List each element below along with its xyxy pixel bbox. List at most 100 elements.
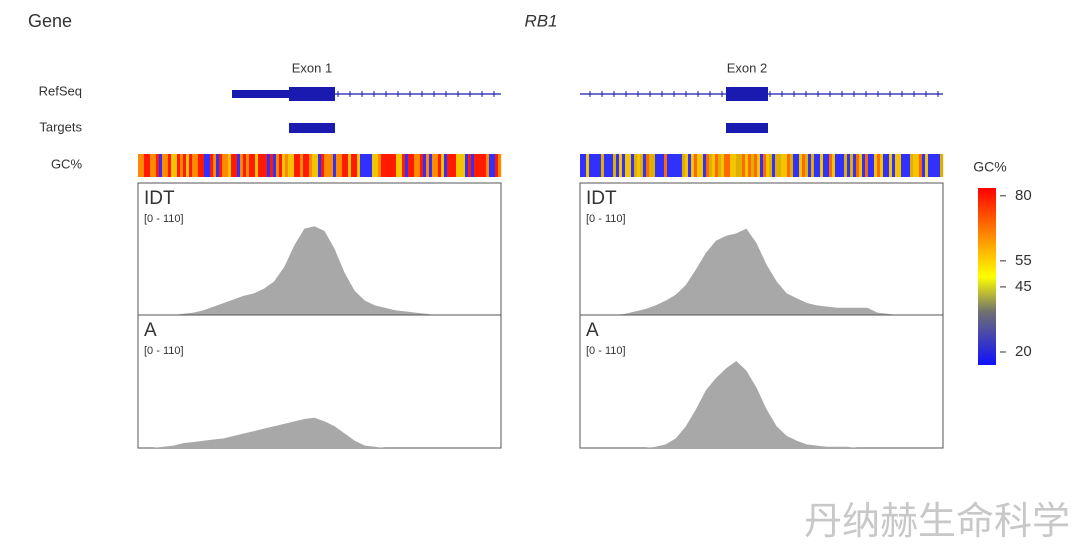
gc-stripe [862, 154, 866, 177]
gc-stripe [712, 154, 716, 177]
gc-stripe [336, 154, 340, 177]
gene-label: Gene [28, 11, 72, 31]
gc-stripe [438, 154, 442, 177]
gc-stripe [622, 154, 626, 177]
gc-stripe [922, 154, 926, 177]
gc-stripe [586, 154, 590, 177]
gc-stripe [171, 154, 175, 177]
row-label: RefSeq [39, 83, 82, 98]
gc-stripe [796, 154, 800, 177]
track-name: IDT [586, 188, 617, 209]
gc-stripe [676, 154, 680, 177]
gc-stripe [781, 154, 785, 177]
gc-stripe [751, 154, 755, 177]
gc-stripe [333, 154, 337, 177]
gc-stripe [408, 154, 412, 177]
gc-stripe [321, 154, 325, 177]
gc-stripe [619, 154, 623, 177]
gc-stripe [189, 154, 193, 177]
gc-stripe [754, 154, 758, 177]
gc-stripe [168, 154, 172, 177]
gc-stripe [634, 154, 638, 177]
gc-stripe [204, 154, 208, 177]
gc-stripe [682, 154, 686, 177]
gc-stripe [465, 154, 469, 177]
gc-stripe [607, 154, 611, 177]
gc-stripe [865, 154, 869, 177]
gc-stripe [315, 154, 319, 177]
gc-stripe [694, 154, 698, 177]
gc-stripe [595, 154, 599, 177]
gc-stripe [592, 154, 596, 177]
gc-stripe [613, 154, 617, 177]
gc-stripe [462, 154, 466, 177]
gc-stripe [195, 154, 199, 177]
track-name: A [586, 320, 599, 341]
gc-stripe [471, 154, 475, 177]
gc-stripe [589, 154, 593, 177]
gc-stripe [655, 154, 659, 177]
gc-stripe [375, 154, 379, 177]
gc-stripe [907, 154, 911, 177]
gc-stripe [733, 154, 737, 177]
gc-stripe [790, 154, 794, 177]
gc-stripe [820, 154, 824, 177]
gc-stripe [736, 154, 740, 177]
gc-stripe [414, 154, 418, 177]
gc-stripe [498, 154, 502, 177]
gc-stripe [760, 154, 764, 177]
gc-stripe [219, 154, 223, 177]
gc-stripe [474, 154, 478, 177]
gc-stripe [225, 154, 229, 177]
gc-stripe [153, 154, 157, 177]
gc-stripe [300, 154, 304, 177]
gc-stripe [931, 154, 935, 177]
gc-stripe [934, 154, 938, 177]
gc-stripe [447, 154, 451, 177]
gc-stripe [808, 154, 812, 177]
gc-stripe [895, 154, 899, 177]
gc-stripe [330, 154, 334, 177]
gc-stripe [150, 154, 154, 177]
gc-stripe [348, 154, 352, 177]
gc-stripe [372, 154, 376, 177]
gc-stripe [432, 154, 436, 177]
gc-stripe [913, 154, 917, 177]
gc-stripe [877, 154, 881, 177]
gc-stripe [456, 154, 460, 177]
gc-stripe [201, 154, 205, 177]
gc-stripe [709, 154, 713, 177]
gc-stripe [670, 154, 674, 177]
gc-stripe [664, 154, 668, 177]
gc-stripe [228, 154, 232, 177]
gc-stripe [610, 154, 614, 177]
gc-stripe [312, 154, 316, 177]
gc-stripe [919, 154, 923, 177]
target [726, 123, 768, 133]
gc-stripe [583, 154, 587, 177]
gc-stripe [258, 154, 262, 177]
legend-tick-label: 80 [1015, 187, 1032, 204]
gc-stripe [384, 154, 388, 177]
gc-stripe [381, 154, 385, 177]
gc-stripe [450, 154, 454, 177]
gc-stripe [835, 154, 839, 177]
gc-stripe [306, 154, 310, 177]
track-name: IDT [144, 188, 175, 209]
gc-stripe [180, 154, 184, 177]
gc-stripe [213, 154, 217, 177]
gc-stripe [366, 154, 370, 177]
gc-stripe [441, 154, 445, 177]
gc-stripe [279, 154, 283, 177]
gc-stripe [841, 154, 845, 177]
gc-stripe [880, 154, 884, 177]
gc-stripe [652, 154, 656, 177]
exon [726, 87, 768, 101]
gc-stripe [637, 154, 641, 177]
gc-stripe [303, 154, 307, 177]
gc-stripe [886, 154, 890, 177]
gc-stripe [730, 154, 734, 177]
gc-stripe [192, 154, 196, 177]
gc-stripe [243, 154, 247, 177]
